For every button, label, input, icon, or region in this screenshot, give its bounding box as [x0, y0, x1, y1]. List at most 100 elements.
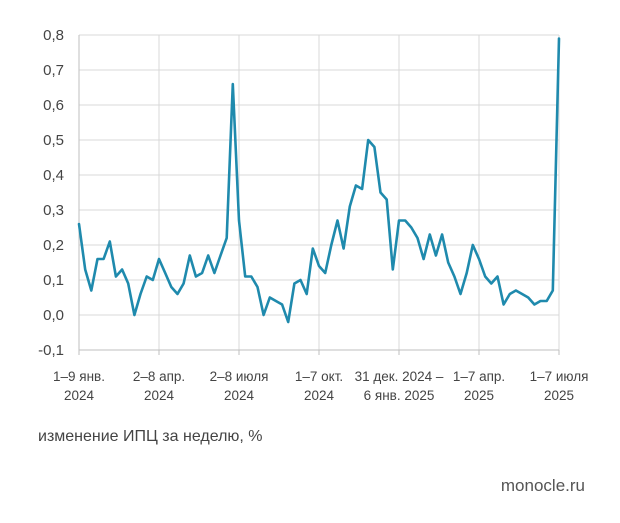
y-tick-label: 0,5 — [43, 132, 64, 149]
data-point — [250, 275, 252, 277]
data-point — [490, 282, 492, 284]
data-point — [164, 272, 166, 274]
y-tick-label: 0,2 — [43, 237, 64, 254]
data-point — [109, 240, 111, 242]
x-tick-label: 1–9 янв. 2024 — [53, 369, 105, 403]
data-point — [201, 272, 203, 274]
data-point — [367, 139, 369, 141]
data-point — [90, 289, 92, 291]
y-tick-label: 0,7 — [43, 62, 64, 79]
data-point — [459, 293, 461, 295]
y-tick-label: 0,8 — [43, 27, 64, 44]
data-point — [484, 275, 486, 277]
data-point — [422, 258, 424, 260]
data-point — [509, 293, 511, 295]
data-point — [416, 237, 418, 239]
data-point — [226, 237, 228, 239]
data-point — [146, 275, 148, 277]
data-point — [472, 244, 474, 246]
data-point — [133, 314, 135, 316]
data-point — [121, 268, 123, 270]
gridlines — [78, 34, 560, 351]
cpi-series-line — [77, 37, 561, 324]
data-point — [127, 282, 129, 284]
data-point — [410, 226, 412, 228]
data-point — [170, 286, 172, 288]
data-point — [324, 272, 326, 274]
data-point — [404, 219, 406, 221]
data-point — [152, 279, 154, 281]
data-point — [521, 293, 523, 295]
data-point — [379, 191, 381, 193]
y-tick-label: 0,4 — [43, 167, 64, 184]
data-point — [312, 247, 314, 249]
data-point — [176, 293, 178, 295]
data-point — [195, 275, 197, 277]
data-point — [398, 219, 400, 221]
axes — [78, 35, 560, 355]
data-point — [447, 261, 449, 263]
data-point — [182, 282, 184, 284]
data-point — [102, 258, 104, 260]
data-point — [158, 258, 160, 260]
data-point — [361, 188, 363, 190]
x-tick-label: 2–8 апр. 2024 — [133, 369, 185, 403]
data-point — [386, 198, 388, 200]
data-point — [139, 293, 141, 295]
data-point — [318, 265, 320, 267]
y-axis-tick-labels: -0,1 0,0 0,1 0,2 0,3 0,4 0,5 0,6 0,7 0,8 — [38, 27, 64, 359]
chart-caption: изменение ИПЦ за неделю, % — [38, 428, 263, 445]
data-point — [207, 254, 209, 256]
data-point — [244, 275, 246, 277]
y-tick-label: 0,1 — [43, 272, 64, 289]
data-point — [429, 233, 431, 235]
data-point — [275, 300, 277, 302]
x-tick-label: 2–8 июля 2024 — [210, 369, 269, 403]
data-point — [219, 254, 221, 256]
data-point — [306, 293, 308, 295]
data-point — [238, 219, 240, 221]
data-point — [84, 268, 86, 270]
data-point — [262, 314, 264, 316]
data-point — [256, 286, 258, 288]
data-point — [552, 289, 554, 291]
x-axis-tick-labels: 1–9 янв. 2024 2–8 апр. 2024 2–8 июля 2024 1–7 … — [53, 369, 588, 403]
data-point — [232, 83, 234, 85]
data-point — [342, 247, 344, 249]
data-point — [373, 146, 375, 148]
data-point — [441, 233, 443, 235]
data-point — [502, 303, 504, 305]
source-label: monocle.ru — [500, 476, 585, 495]
x-tick-label: 1–7 окт. 2024 — [295, 369, 343, 403]
x-tick-label: 1–7 апр. 2025 — [453, 369, 505, 403]
x-tick-label: 31 дек. 2024 –6 янв. 2025 — [355, 369, 444, 403]
y-tick-label: 0,3 — [43, 202, 64, 219]
series-layer — [77, 37, 561, 324]
data-point — [213, 272, 215, 274]
data-point — [281, 303, 283, 305]
data-point — [115, 275, 117, 277]
data-point — [478, 258, 480, 260]
data-point — [539, 300, 541, 302]
y-tick-label: 0,0 — [43, 307, 64, 324]
data-point — [558, 37, 560, 39]
data-point — [466, 272, 468, 274]
data-point — [269, 296, 271, 298]
data-point — [96, 258, 98, 260]
y-tick-label: -0,1 — [38, 342, 64, 359]
data-point — [546, 300, 548, 302]
data-point — [527, 296, 529, 298]
data-point — [299, 279, 301, 281]
y-tick-label: 0,6 — [43, 97, 64, 114]
data-point — [293, 282, 295, 284]
data-point — [392, 268, 394, 270]
data-point — [349, 205, 351, 207]
data-point — [515, 289, 517, 291]
data-point — [189, 254, 191, 256]
data-point — [330, 244, 332, 246]
data-point — [496, 275, 498, 277]
data-point — [355, 184, 357, 186]
data-point — [336, 219, 338, 221]
data-point — [287, 321, 289, 323]
